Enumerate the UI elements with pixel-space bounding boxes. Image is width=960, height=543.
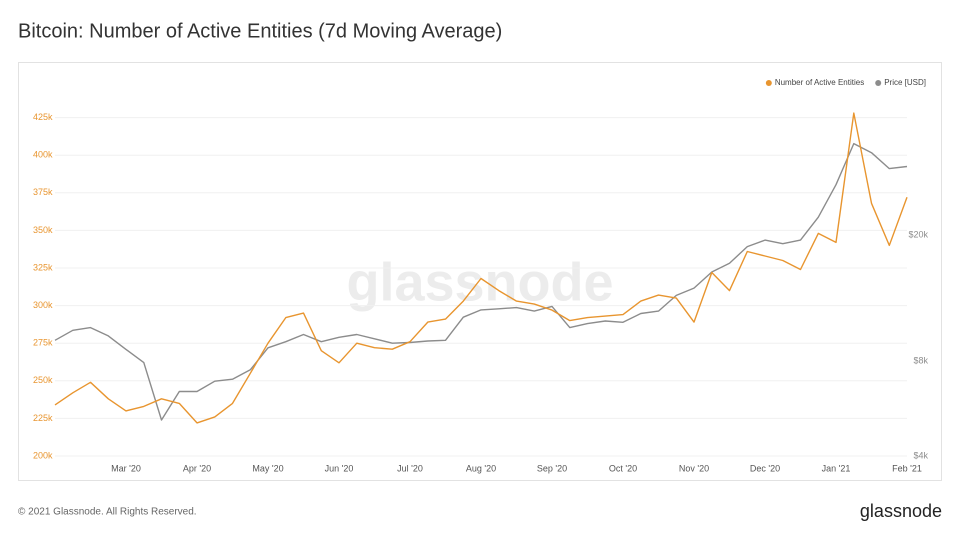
watermark: glassnode: [346, 252, 613, 312]
y-tick-label: 400k: [33, 150, 53, 160]
chart-title: Bitcoin: Number of Active Entities (7d M…: [18, 20, 502, 42]
legend-swatch: [875, 80, 882, 86]
legend-label: Price [USD]: [884, 78, 926, 87]
series-line: [54, 112, 908, 424]
footer: © 2021 Glassnode. All Rights Reserved.: [18, 507, 197, 518]
x-tick-label: Jul '20: [397, 463, 423, 473]
y-tick-label: 250k: [33, 375, 53, 385]
chart-panel: [18, 62, 942, 481]
y2-tick-label: $4k: [913, 450, 928, 460]
y-tick-label: 425k: [33, 112, 53, 122]
series-line: [54, 142, 908, 421]
x-tick-label: Apr '20: [183, 463, 211, 473]
y-tick-label: 225k: [33, 413, 53, 423]
brand-logo: glassnode: [860, 501, 942, 521]
legend-label: Number of Active Entities: [775, 78, 864, 87]
x-tick-label: Aug '20: [466, 463, 496, 473]
x-tick-label: Dec '20: [750, 463, 780, 473]
x-tick-label: Sep '20: [537, 463, 567, 473]
y-tick-label: 350k: [33, 225, 53, 235]
x-tick-label: Nov '20: [679, 463, 709, 473]
y-tick-label: 375k: [33, 187, 53, 197]
x-tick-label: Jan '21: [822, 463, 851, 473]
x-tick-label: Jun '20: [325, 463, 354, 473]
y2-tick-label: $8k: [913, 355, 928, 365]
x-tick-label: Feb '21: [892, 463, 922, 473]
legend: Price [USD] Number of Active Entities: [765, 78, 926, 87]
y-tick-label: 275k: [33, 338, 53, 348]
legend-swatch: [765, 80, 772, 86]
y2-tick-label: $20k: [908, 230, 928, 240]
x-tick-label: May '20: [252, 463, 283, 473]
y-tick-label: 300k: [33, 300, 53, 310]
y-tick-label: 325k: [33, 262, 53, 272]
x-tick-label: Mar '20: [111, 463, 141, 473]
x-tick-label: Oct '20: [609, 463, 637, 473]
y-tick-label: 200k: [33, 450, 53, 460]
